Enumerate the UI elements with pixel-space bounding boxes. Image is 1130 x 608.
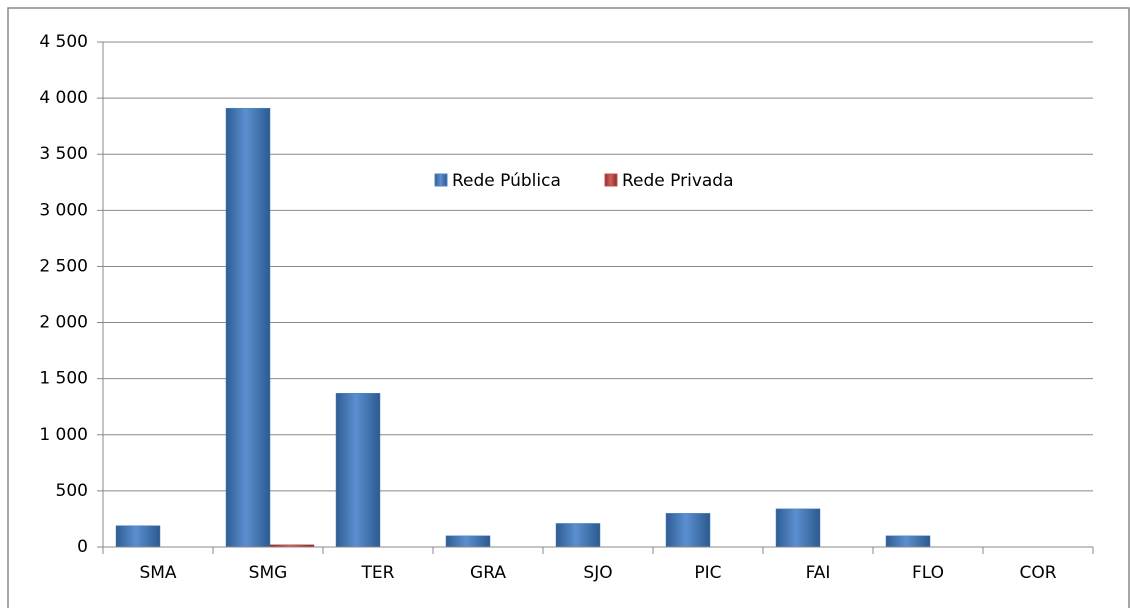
x-tick-label: SMA (139, 563, 176, 583)
x-tick-label: SMG (249, 563, 288, 583)
x-tick-label: FLO (912, 563, 944, 583)
legend-label: Rede Pública (452, 171, 561, 191)
bar (445, 535, 491, 548)
bar (775, 508, 821, 548)
bar (335, 393, 381, 548)
bar (225, 107, 271, 548)
y-tick-label: 0 (77, 537, 88, 557)
bar (665, 513, 711, 548)
y-tick-label: 4 000 (39, 88, 88, 108)
legend-label: Rede Privada (622, 171, 734, 191)
x-tick-label: COR (1019, 563, 1056, 583)
x-tick-label: FAI (806, 563, 831, 583)
x-tick-label: SJO (583, 563, 612, 583)
x-tick-label: PIC (694, 563, 721, 583)
bar (115, 525, 161, 548)
x-tick-label: TER (361, 563, 395, 583)
chart-frame (7, 7, 1130, 608)
legend-swatch (604, 173, 618, 187)
y-tick-label: 500 (56, 481, 88, 501)
y-tick-label: 1 000 (39, 425, 88, 445)
y-tick-label: 2 500 (39, 256, 88, 276)
bar (555, 523, 601, 548)
y-tick-label: 1 500 (39, 369, 88, 389)
legend-swatch (434, 173, 448, 187)
y-tick-label: 3 000 (39, 200, 88, 220)
y-tick-label: 4 500 (39, 32, 88, 52)
y-tick-label: 2 000 (39, 313, 88, 333)
x-tick-label: GRA (470, 563, 506, 583)
y-tick-label: 3 500 (39, 144, 88, 164)
bar (885, 535, 931, 548)
